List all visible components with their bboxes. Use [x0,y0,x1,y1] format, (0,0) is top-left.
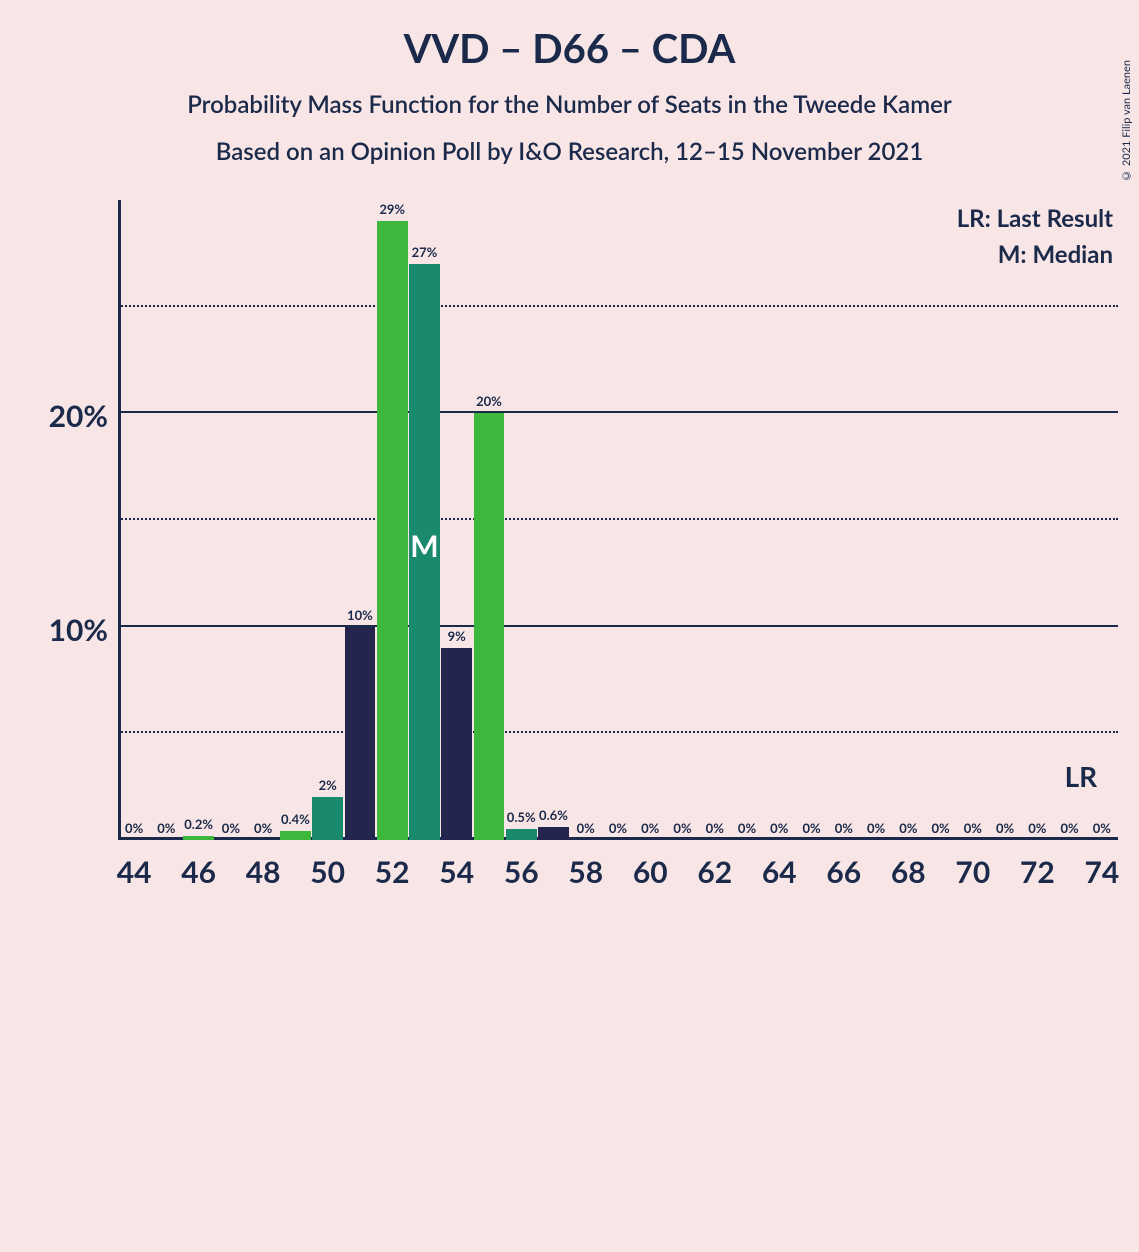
x-tick-label: 54 [427,854,487,890]
bar [312,797,343,840]
gridline-major [118,411,1118,413]
x-tick-label: 50 [298,854,358,890]
x-tick-label: 48 [233,854,293,890]
bar-value-label: 10% [340,607,380,623]
x-tick-label: 72 [1007,854,1067,890]
bar-value-label: 0.4% [275,811,315,827]
bar-value-label: 0% [1082,820,1122,836]
x-tick-label: 74 [1072,854,1132,890]
copyright-text: © 2021 Filip van Laenen [1120,60,1133,182]
bar-value-label: 29% [372,201,412,217]
gridline-major [118,625,1118,627]
x-tick-label: 52 [362,854,422,890]
gridline-minor [118,518,1118,520]
bar [280,831,311,840]
y-tick-label: 20% [28,398,108,1038]
bar [441,648,472,840]
y-axis [118,200,121,840]
x-tick-label: 68 [878,854,938,890]
x-tick-label: 56 [491,854,551,890]
chart-subtitle-1: Probability Mass Function for the Number… [0,90,1139,119]
bar-value-label: 9% [437,628,477,644]
bar-value-label: 2% [308,777,348,793]
bar [474,413,505,840]
chart-plot-area: 10%20%0%0%0.2%0%0%0.4%2%10%29%27%M9%20%0… [118,200,1118,840]
bar [377,221,408,840]
chart-subtitle-2: Based on an Opinion Poll by I&O Research… [0,137,1139,166]
x-tick-label: 70 [943,854,1003,890]
bar [183,836,214,840]
bar [538,827,569,840]
x-tick-label: 66 [814,854,874,890]
gridline-minor [118,731,1118,733]
x-tick-label: 44 [104,854,164,890]
bar-value-label: 20% [469,393,509,409]
x-tick-label: 64 [749,854,809,890]
bar [345,627,376,840]
bar-value-label: 27% [404,244,444,260]
x-axis [118,837,1118,840]
bar [506,829,537,840]
median-marker: M [409,528,440,564]
x-tick-label: 46 [169,854,229,890]
x-tick-label: 58 [556,854,616,890]
x-tick-label: 62 [685,854,745,890]
gridline-minor [118,305,1118,307]
last-result-marker: LR [1065,759,1098,793]
x-tick-label: 60 [620,854,680,890]
chart-title: VVD – D66 – CDA [0,0,1139,72]
